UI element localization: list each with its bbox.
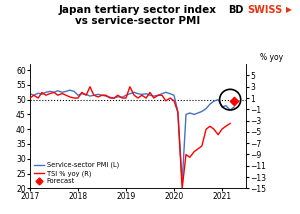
Text: ▶: ▶	[286, 5, 292, 14]
Point	[232, 99, 236, 103]
Text: Japan tertiary sector index: Japan tertiary sector index	[59, 5, 217, 15]
Text: BD: BD	[228, 5, 243, 15]
Text: vs service-sector PMI: vs service-sector PMI	[75, 16, 201, 26]
Text: % yoy: % yoy	[260, 53, 283, 62]
Text: SWISS: SWISS	[248, 5, 283, 15]
Legend: Service-sector PMI (L), TSI % yoy (R), Forecast: Service-sector PMI (L), TSI % yoy (R), F…	[33, 161, 120, 185]
